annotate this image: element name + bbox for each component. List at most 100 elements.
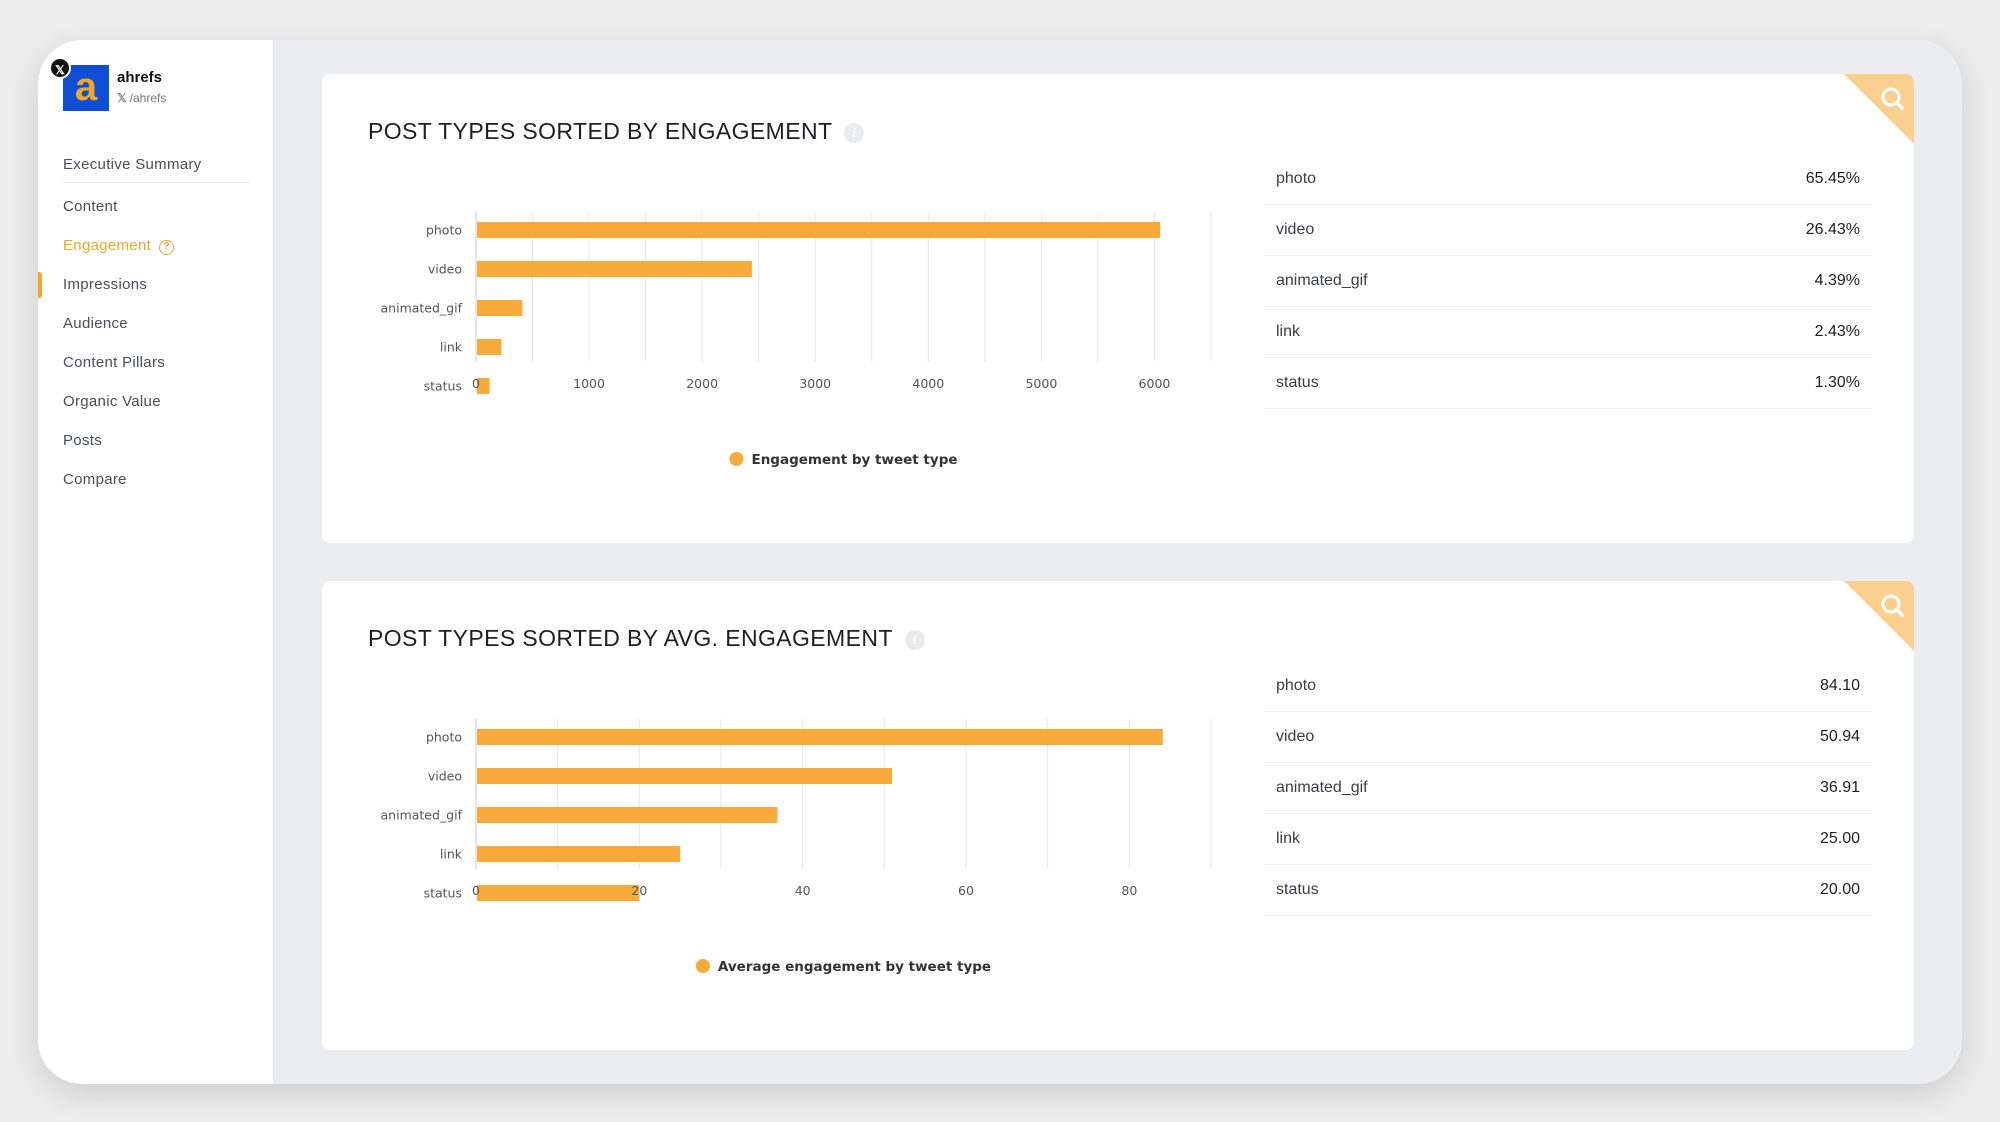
zoom-button[interactable] [1844,581,1914,651]
stat-label: link [1276,830,1301,847]
stat-value: 1.30% [1814,374,1860,391]
category-label: animated_gif [381,301,463,316]
bar [477,222,1161,238]
nav-engagement[interactable]: Engagement? [63,237,175,255]
bar [477,846,681,862]
bar [477,729,1163,745]
legend-swatch [695,959,710,973]
corner-search-icon [1844,581,1914,651]
brand-name: ahrefs [117,69,163,86]
stat-row: animated_gif 36.91 [1264,763,1872,814]
engagement-stats-table: photo 65.45% video 26.43% animated_gif 4.39… [1264,154,1872,409]
stat-row: link 25.00 [1264,814,1872,865]
nav-content[interactable]: Content [63,198,118,215]
category-label: video [428,769,462,784]
stat-value: 25.00 [1819,830,1860,847]
category-label: status [424,379,462,394]
stat-label: animated_gif [1276,779,1368,796]
category-label: link [440,340,463,355]
bar [477,300,523,316]
x-small-icon: 𝕏 [117,91,127,105]
category-label: video [428,262,462,277]
stat-value: 84.10 [1819,677,1860,694]
stat-label: status [1276,881,1319,898]
stat-row: video 26.43% [1264,205,1872,256]
zoom-button[interactable] [1844,74,1914,144]
stat-row: link 2.43% [1264,307,1872,358]
category-label: link [440,847,463,862]
corner-search-icon [1844,74,1914,144]
tick-label: 60 [958,883,974,898]
avg-engagement-stats-table: photo 84.10 video 50.94 animated_gif 36.91 … [1264,661,1872,916]
brand-handle-text: /ahrefs [129,91,167,105]
nav-posts[interactable]: Posts [63,432,103,449]
tick-label: 20 [631,883,647,898]
stat-value: 4.39% [1814,272,1860,289]
tick-label: 1000 [573,376,605,391]
brand-handle: 𝕏/ahrefs [117,91,166,105]
legend-swatch [729,452,744,466]
nav-organic-value[interactable]: Organic Value [63,393,161,410]
brand-block[interactable]: a 𝕏 ahrefs 𝕏/ahrefs [49,57,263,135]
stat-value: 36.91 [1819,779,1860,796]
info-icon[interactable]: i [844,123,865,143]
stat-label: status [1276,374,1319,391]
avg-engagement-card: POST TYPES SORTED BY AVG. ENGAGEMENT i ph… [322,581,1914,1050]
nav-engagement-label: Engagement [63,237,152,254]
category-label: photo [426,730,462,745]
ahrefs-logo-icon: a [63,65,109,111]
legend-label: Average engagement by tweet type [718,959,991,975]
stat-label: photo [1276,677,1317,694]
tick-label: 5000 [1025,376,1057,391]
tick-label: 40 [795,883,811,898]
nav-executive-summary[interactable]: Executive Summary [63,156,202,173]
card-title-text: POST TYPES SORTED BY AVG. ENGAGEMENT [368,625,893,651]
tick-label: 6000 [1139,376,1171,391]
tick-label: 3000 [799,376,831,391]
bar [477,339,502,355]
bar [477,885,640,901]
category-label: photo [426,223,462,238]
nav-audience[interactable]: Audience [63,315,128,332]
stat-value: 20.00 [1819,881,1860,898]
x-icon: 𝕏 [49,57,71,79]
nav-divider [63,182,250,183]
bar [477,378,490,394]
nav-active-indicator [38,272,42,298]
stat-label: link [1276,323,1301,340]
tick-label: 0 [472,883,480,898]
stat-label: video [1276,221,1315,238]
stat-row: status 20.00 [1264,865,1872,916]
stat-row: photo 65.45% [1264,154,1872,205]
stat-label: animated_gif [1276,272,1368,289]
card-title: POST TYPES SORTED BY ENGAGEMENT i [368,118,865,145]
nav-impressions[interactable]: Impressions [63,276,148,293]
help-icon[interactable]: ? [159,240,175,255]
tick-label: 4000 [912,376,944,391]
info-icon[interactable]: i [904,630,925,650]
legend-label: Engagement by tweet type [751,452,957,468]
stat-value: 50.94 [1819,728,1860,745]
stat-row: video 50.94 [1264,712,1872,763]
app-window: a 𝕏 ahrefs 𝕏/ahrefs Executive Summary Co… [38,40,1962,1084]
nav-compare[interactable]: Compare [63,471,127,488]
tick-label: 2000 [686,376,718,391]
stat-value: 26.43% [1805,221,1860,238]
card-title: POST TYPES SORTED BY AVG. ENGAGEMENT i [368,625,925,652]
engagement-card: POST TYPES SORTED BY ENGAGEMENT i photo vi… [322,74,1914,543]
stat-row: status 1.30% [1264,358,1872,409]
bar [477,768,893,784]
nav-content-pillars[interactable]: Content Pillars [63,354,166,371]
card-title-text: POST TYPES SORTED BY ENGAGEMENT [368,118,833,144]
bar [477,807,778,823]
category-label: animated_gif [381,808,463,823]
stat-row: photo 84.10 [1264,661,1872,712]
category-label: status [424,886,462,901]
tick-label: 80 [1121,883,1137,898]
stat-label: photo [1276,170,1317,187]
stat-value: 2.43% [1814,323,1860,340]
stat-row: animated_gif 4.39% [1264,256,1872,307]
tick-label: 0 [472,376,480,391]
